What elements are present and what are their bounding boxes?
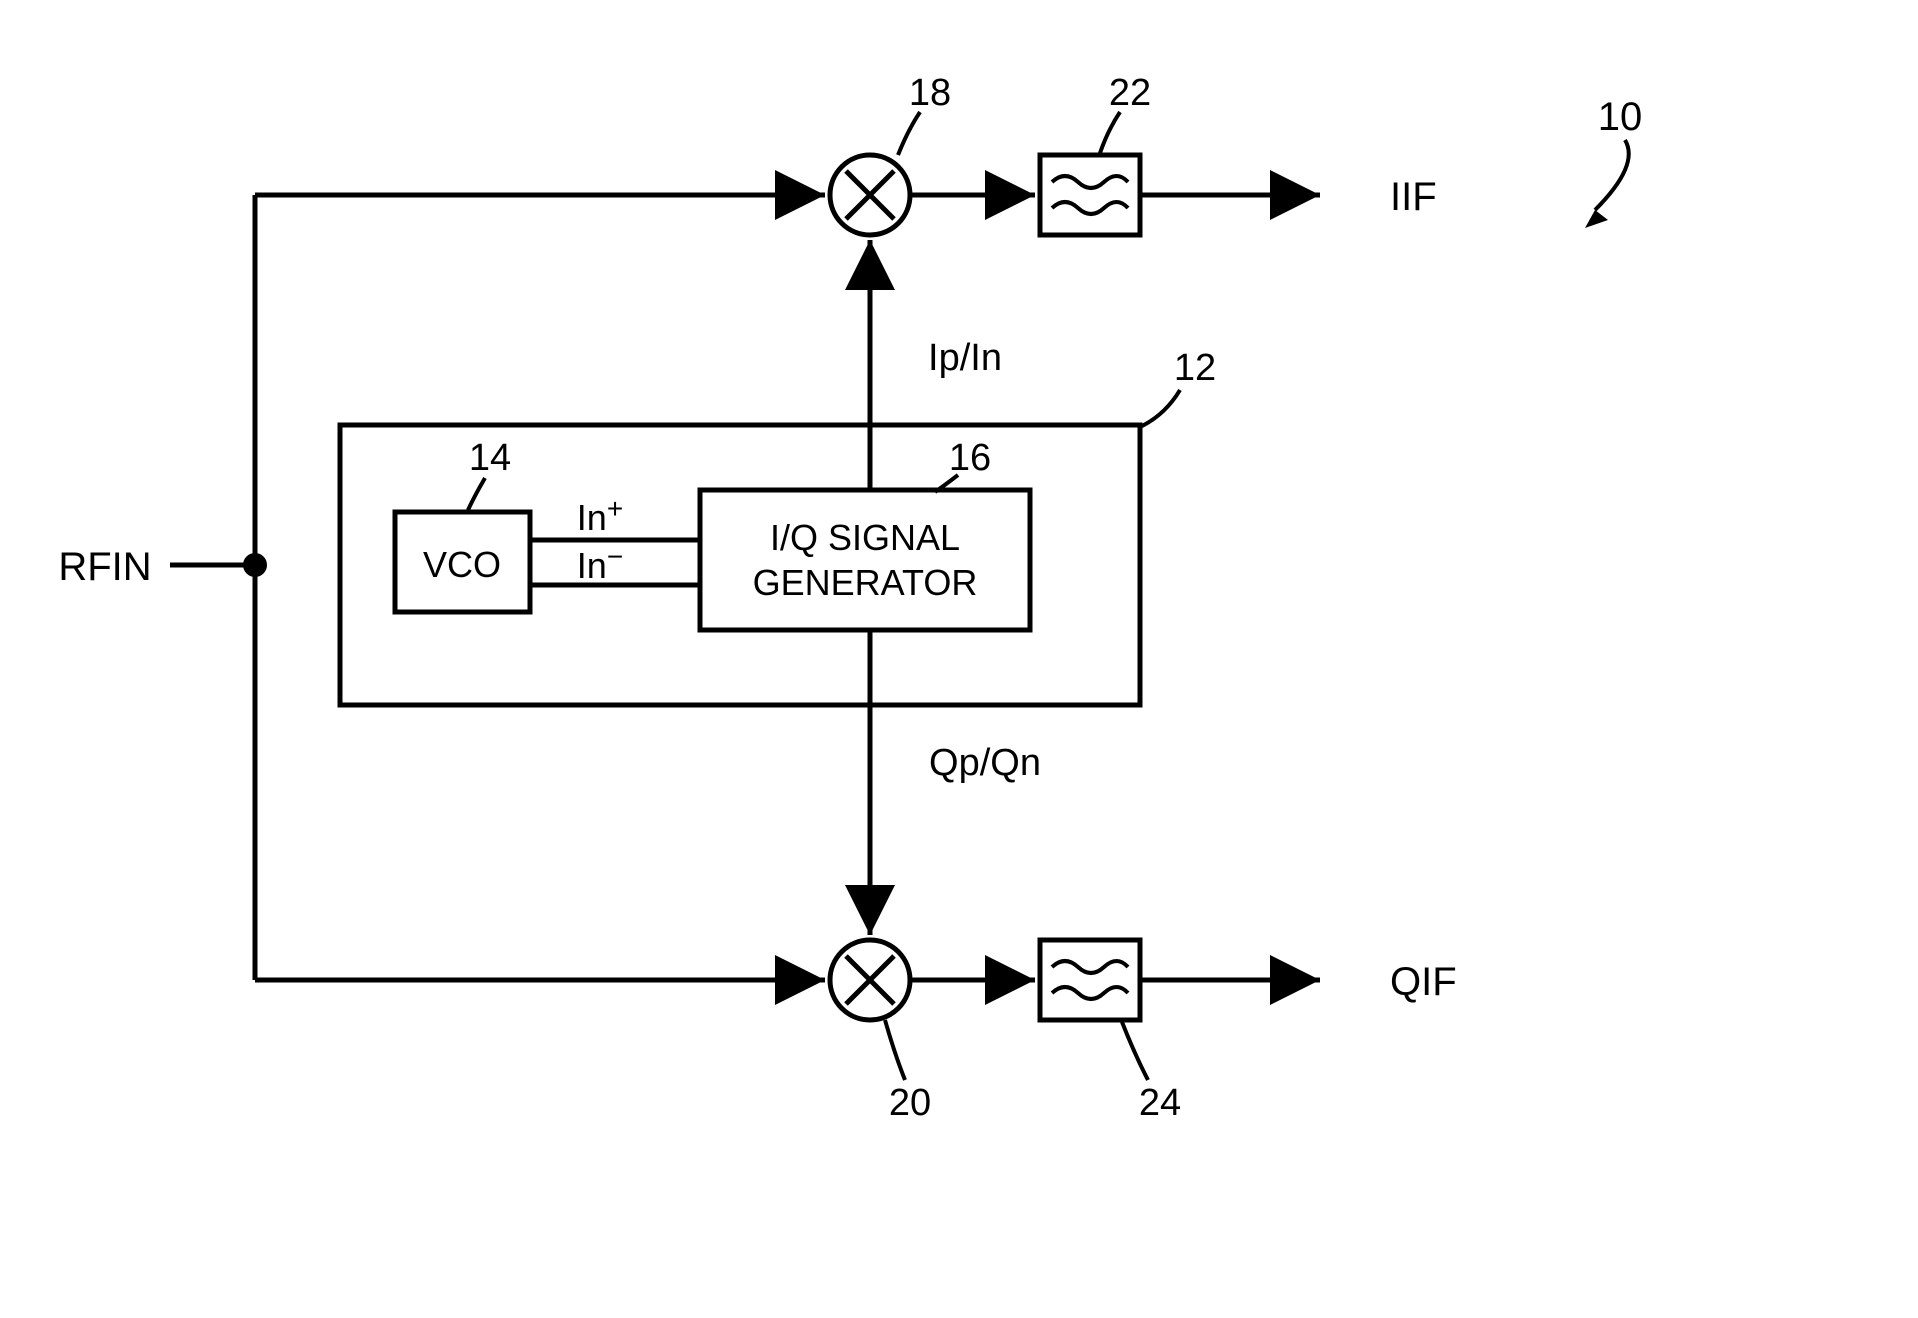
ref-10-lead bbox=[1595, 140, 1629, 210]
ref-14-lead bbox=[468, 478, 485, 510]
rf-mixer-diagram: VCO I/Q SIGNAL GENERATOR In+ In− Ip/In Q… bbox=[0, 0, 1918, 1313]
ref-22: 22 bbox=[1109, 72, 1151, 114]
ref-20-lead bbox=[885, 1020, 905, 1080]
ref-16: 16 bbox=[949, 437, 991, 479]
vco-out-top-label: In+ bbox=[577, 493, 623, 538]
filter-bottom bbox=[1040, 940, 1140, 1020]
filter-top bbox=[1040, 155, 1140, 235]
ref-18: 18 bbox=[909, 72, 951, 114]
filter-bottom-wave2 bbox=[1052, 987, 1128, 999]
filter-top-wave2 bbox=[1052, 202, 1128, 214]
ref-12: 12 bbox=[1174, 347, 1216, 389]
iif-label: IIF bbox=[1390, 175, 1437, 219]
ref-18-lead bbox=[898, 112, 920, 155]
ref-20: 20 bbox=[889, 1082, 931, 1124]
iq-gen-label-2: GENERATOR bbox=[753, 562, 978, 603]
filter-top-wave1 bbox=[1052, 176, 1128, 188]
qif-label: QIF bbox=[1390, 960, 1457, 1004]
vco-label: VCO bbox=[423, 544, 501, 585]
iq-gen-block bbox=[700, 490, 1030, 630]
ref-14: 14 bbox=[469, 437, 511, 479]
ip-in-label: Ip/In bbox=[928, 337, 1002, 379]
rfin-label: RFIN bbox=[58, 545, 151, 589]
qp-qn-label: Qp/Qn bbox=[929, 742, 1041, 784]
ref-22-lead bbox=[1100, 112, 1120, 153]
ref-10: 10 bbox=[1598, 95, 1643, 139]
iq-gen-label-1: I/Q SIGNAL bbox=[770, 517, 960, 558]
ref-24-lead bbox=[1122, 1022, 1148, 1080]
ref-10-arrow bbox=[1585, 210, 1608, 228]
vco-out-bottom-label: In− bbox=[577, 541, 623, 586]
ref-24: 24 bbox=[1139, 1082, 1181, 1124]
ref-12-lead bbox=[1140, 390, 1180, 427]
filter-bottom-wave1 bbox=[1052, 961, 1128, 973]
